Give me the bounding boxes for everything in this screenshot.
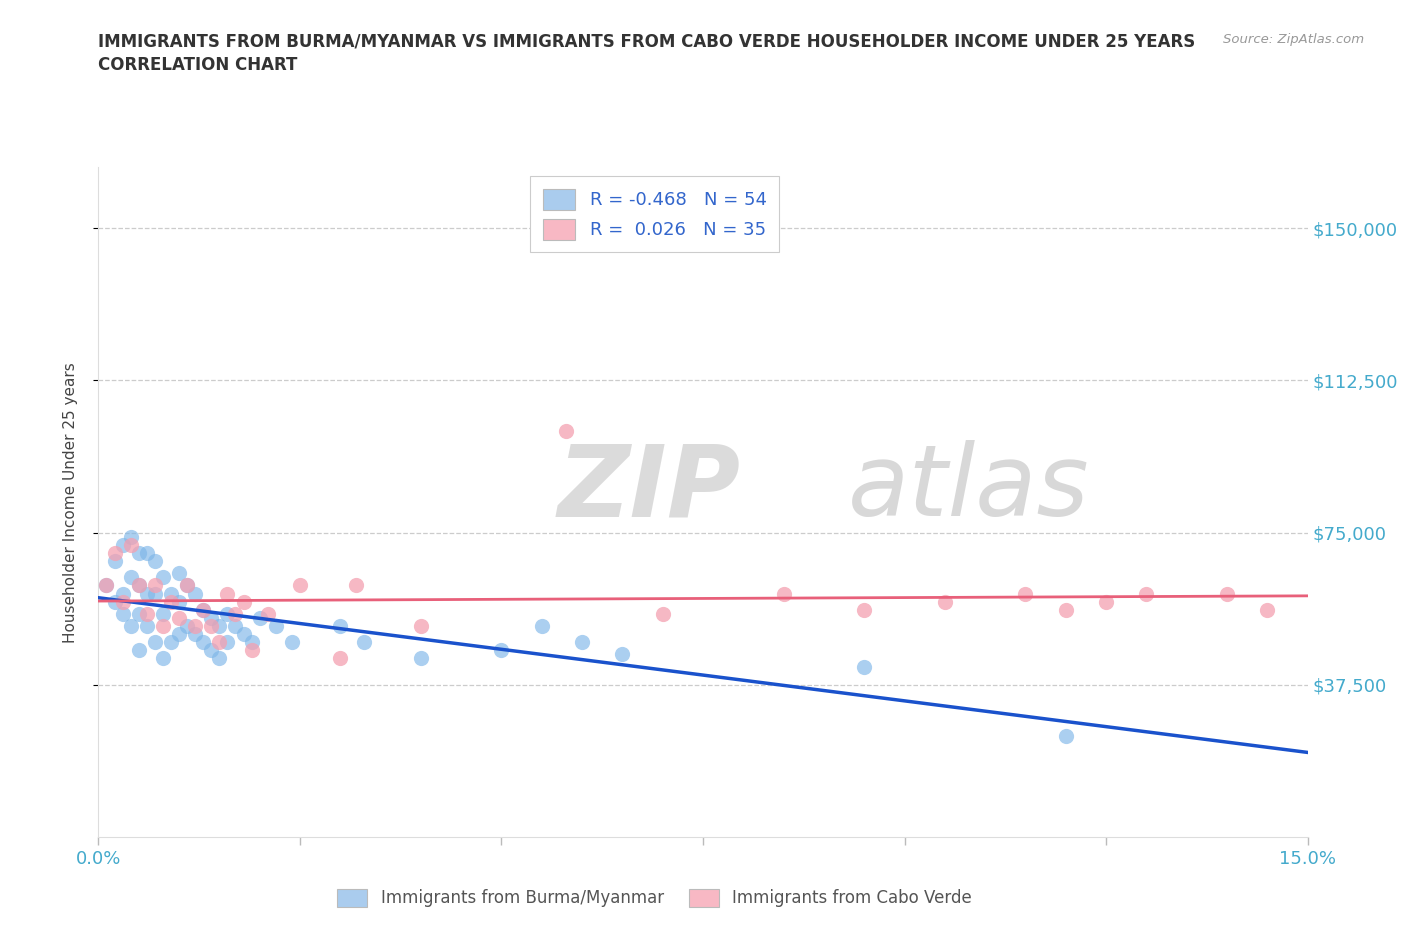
Point: [176, 578, 198, 592]
Point: [167, 594, 190, 609]
Point: [120, 529, 142, 544]
Point: [96, 578, 118, 592]
Point: [128, 546, 150, 561]
Point: [135, 546, 157, 561]
Point: [353, 635, 375, 650]
Point: [491, 643, 513, 658]
Point: [217, 586, 239, 601]
Point: [329, 651, 352, 666]
Point: [281, 635, 304, 650]
Point: [193, 635, 215, 650]
Point: [1256, 603, 1278, 618]
Point: [217, 635, 239, 650]
Point: [184, 627, 207, 642]
Point: [232, 594, 254, 609]
Point: [772, 586, 794, 601]
Point: [167, 627, 190, 642]
Point: [143, 586, 166, 601]
Point: [200, 643, 222, 658]
Point: [184, 586, 207, 601]
Point: [409, 651, 432, 666]
Point: [232, 627, 254, 642]
Point: [143, 553, 166, 568]
Point: [853, 603, 876, 618]
Point: [128, 606, 150, 621]
Text: IMMIGRANTS FROM BURMA/MYANMAR VS IMMIGRANTS FROM CABO VERDE HOUSEHOLDER INCOME U: IMMIGRANTS FROM BURMA/MYANMAR VS IMMIGRA…: [98, 33, 1195, 50]
Point: [193, 603, 215, 618]
Point: [103, 553, 125, 568]
Point: [264, 618, 287, 633]
Point: [249, 610, 271, 625]
Point: [224, 606, 246, 621]
Point: [200, 610, 222, 625]
Point: [128, 578, 150, 592]
Point: [152, 618, 174, 633]
Point: [217, 606, 239, 621]
Point: [208, 635, 231, 650]
Point: [256, 606, 278, 621]
Point: [612, 647, 634, 662]
Point: [111, 538, 134, 552]
Point: [1135, 586, 1157, 601]
Point: [571, 635, 593, 650]
Text: atlas: atlas: [848, 440, 1090, 538]
Point: [176, 578, 198, 592]
Point: [96, 578, 118, 592]
Point: [160, 594, 183, 609]
Point: [288, 578, 311, 592]
Point: [120, 618, 142, 633]
Point: [555, 424, 578, 439]
Point: [120, 570, 142, 585]
Text: ZIP: ZIP: [558, 440, 741, 538]
Point: [135, 606, 157, 621]
Point: [1095, 594, 1118, 609]
Point: [167, 565, 190, 580]
Point: [103, 546, 125, 561]
Point: [240, 635, 263, 650]
Point: [167, 610, 190, 625]
Text: Source: ZipAtlas.com: Source: ZipAtlas.com: [1223, 33, 1364, 46]
Point: [240, 643, 263, 658]
Point: [143, 635, 166, 650]
Point: [1216, 586, 1239, 601]
Point: [208, 651, 231, 666]
Point: [135, 618, 157, 633]
Point: [329, 618, 352, 633]
Point: [200, 618, 222, 633]
Point: [934, 594, 956, 609]
Point: [344, 578, 367, 592]
Point: [1014, 586, 1036, 601]
Point: [152, 651, 174, 666]
Point: [193, 603, 215, 618]
Point: [1054, 728, 1077, 743]
Y-axis label: Householder Income Under 25 years: Householder Income Under 25 years: [63, 362, 77, 643]
Point: [160, 635, 183, 650]
Point: [128, 643, 150, 658]
Point: [111, 606, 134, 621]
Text: CORRELATION CHART: CORRELATION CHART: [98, 56, 298, 73]
Point: [111, 586, 134, 601]
Point: [184, 618, 207, 633]
Point: [120, 538, 142, 552]
Point: [111, 594, 134, 609]
Point: [152, 606, 174, 621]
Point: [152, 570, 174, 585]
Point: [530, 618, 553, 633]
Point: [103, 594, 125, 609]
Point: [409, 618, 432, 633]
Point: [128, 578, 150, 592]
Point: [853, 659, 876, 674]
Point: [135, 586, 157, 601]
Point: [160, 586, 183, 601]
Point: [224, 618, 246, 633]
Point: [143, 578, 166, 592]
Point: [176, 618, 198, 633]
Legend: Immigrants from Burma/Myanmar, Immigrants from Cabo Verde: Immigrants from Burma/Myanmar, Immigrant…: [329, 881, 980, 916]
Point: [208, 618, 231, 633]
Point: [1054, 603, 1077, 618]
Point: [651, 606, 673, 621]
